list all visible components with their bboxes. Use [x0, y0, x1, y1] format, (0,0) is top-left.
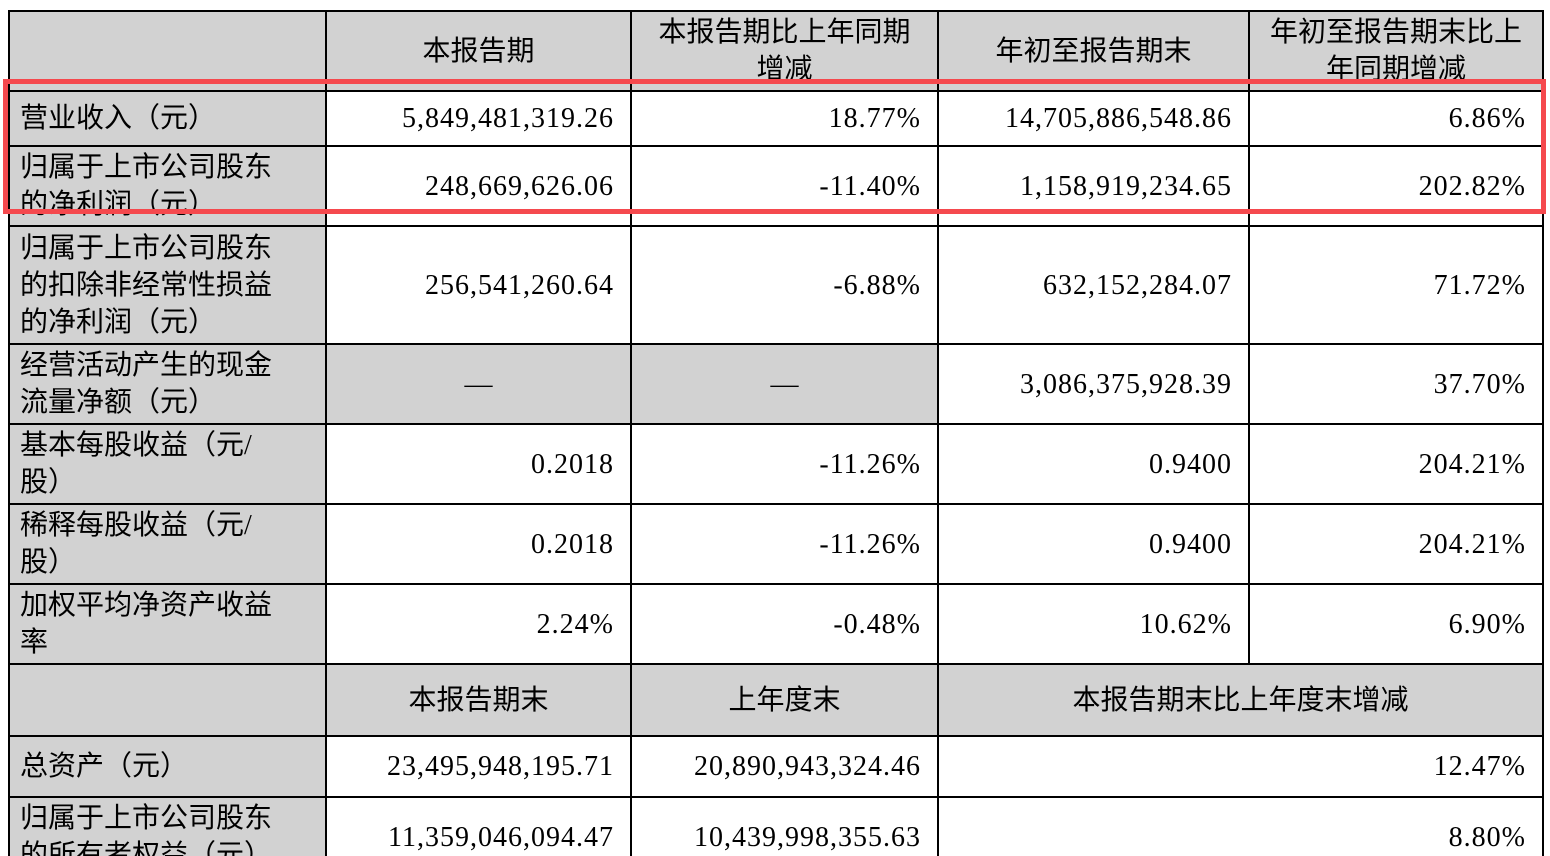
cell-current-period: 248,669,626.06: [325, 145, 632, 227]
row-label: 基本每股收益（元/ 股）: [8, 423, 327, 505]
cell-current-period: 0.2018: [325, 423, 632, 505]
table-row-operating-cash-flow: 经营活动产生的现金 流量净额（元） — — 3,086,375,928.39 3…: [8, 343, 1544, 425]
cell-ytd-yoy-change: 71.72%: [1248, 225, 1544, 345]
header-current-vs-prior-yoy: 本报告期比上年同期 增减: [630, 10, 939, 92]
cell-ytd: 0.9400: [937, 423, 1250, 505]
table-row-header-eop: 本报告期末 上年度末 本报告期末比上年度末增减: [8, 663, 1544, 737]
cell-ytd: 14,705,886,548.86: [937, 90, 1250, 147]
row-label: 归属于上市公司股东 的所有者权益（元）: [8, 796, 327, 856]
cell-end-of-prior-year: 10,439,998,355.63: [630, 796, 939, 856]
header-end-of-period: 本报告期末: [325, 663, 632, 737]
cell-current-period: 256,541,260.64: [325, 225, 632, 345]
cell-yoy-change: -0.48%: [630, 583, 939, 665]
cell-ytd: 1,158,919,234.65: [937, 145, 1250, 227]
cell-ytd: 10.62%: [937, 583, 1250, 665]
table-row-basic-eps: 基本每股收益（元/ 股） 0.2018 -11.26% 0.9400 204.2…: [8, 423, 1544, 505]
cell-end-of-period: 23,495,948,195.71: [325, 735, 632, 798]
cell-ytd-yoy-change: 37.70%: [1248, 343, 1544, 425]
row-label: 归属于上市公司股东 的净利润（元）: [8, 145, 327, 227]
table-row-equity-attributable: 归属于上市公司股东 的所有者权益（元） 11,359,046,094.47 10…: [8, 796, 1544, 856]
cell-current-period: 5,849,481,319.26: [325, 90, 632, 147]
row-label: 稀释每股收益（元/ 股）: [8, 503, 327, 585]
table-row-net-profit: 归属于上市公司股东 的净利润（元） 248,669,626.06 -11.40%…: [8, 145, 1544, 227]
cell-ytd: 3,086,375,928.39: [937, 343, 1250, 425]
cell-end-of-period: 11,359,046,094.47: [325, 796, 632, 856]
cell-yoy-change: -11.26%: [630, 503, 939, 585]
table-row-net-profit-excl-nonrecurring: 归属于上市公司股东 的扣除非经常性损益 的净利润（元） 256,541,260.…: [8, 225, 1544, 345]
table-row-diluted-eps: 稀释每股收益（元/ 股） 0.2018 -11.26% 0.9400 204.2…: [8, 503, 1544, 585]
table-row-operating-revenue: 营业收入（元） 5,849,481,319.26 18.77% 14,705,8…: [8, 90, 1544, 147]
row-label: 总资产（元）: [8, 735, 327, 798]
table-row-weighted-avg-roe: 加权平均净资产收益 率 2.24% -0.48% 10.62% 6.90%: [8, 583, 1544, 665]
row-label: 营业收入（元）: [8, 90, 327, 147]
row-label: 归属于上市公司股东 的扣除非经常性损益 的净利润（元）: [8, 225, 327, 345]
header-end-of-prior-year: 上年度末: [630, 663, 939, 737]
cell-ytd-yoy-change: 202.82%: [1248, 145, 1544, 227]
financial-summary-table: 本报告期 本报告期比上年同期 增减 年初至报告期末 年初至报告期末比上 年同期增…: [8, 10, 1544, 856]
cell-ytd-yoy-change: 6.86%: [1248, 90, 1544, 147]
cell-ytd-yoy-change: 204.21%: [1248, 423, 1544, 505]
table-row-total-assets: 总资产（元） 23,495,948,195.71 20,890,943,324.…: [8, 735, 1544, 798]
table-row-header-period: 本报告期 本报告期比上年同期 增减 年初至报告期末 年初至报告期末比上 年同期增…: [8, 10, 1544, 92]
cell-change-vs-prior-year-end: 8.80%: [937, 796, 1544, 856]
header-current-period: 本报告期: [325, 10, 632, 92]
header-eop-vs-prior-year-end: 本报告期末比上年度末增减: [937, 663, 1544, 737]
row-label: 经营活动产生的现金 流量净额（元）: [8, 343, 327, 425]
header-blank-cell: [8, 10, 327, 92]
cell-end-of-prior-year: 20,890,943,324.46: [630, 735, 939, 798]
header-blank-cell: [8, 663, 327, 737]
cell-ytd-yoy-change: 6.90%: [1248, 583, 1544, 665]
row-label: 加权平均净资产收益 率: [8, 583, 327, 665]
header-ytd-vs-prior-yoy: 年初至报告期末比上 年同期增减: [1248, 10, 1544, 92]
cell-current-period: 2.24%: [325, 583, 632, 665]
cell-current-period-dash: —: [325, 343, 632, 425]
cell-yoy-change: -6.88%: [630, 225, 939, 345]
header-ytd: 年初至报告期末: [937, 10, 1250, 92]
cell-yoy-change: -11.26%: [630, 423, 939, 505]
cell-ytd-yoy-change: 204.21%: [1248, 503, 1544, 585]
cell-ytd: 632,152,284.07: [937, 225, 1250, 345]
cell-yoy-change-dash: —: [630, 343, 939, 425]
cell-ytd: 0.9400: [937, 503, 1250, 585]
cell-current-period: 0.2018: [325, 503, 632, 585]
cell-yoy-change: 18.77%: [630, 90, 939, 147]
cell-change-vs-prior-year-end: 12.47%: [937, 735, 1544, 798]
cell-yoy-change: -11.40%: [630, 145, 939, 227]
